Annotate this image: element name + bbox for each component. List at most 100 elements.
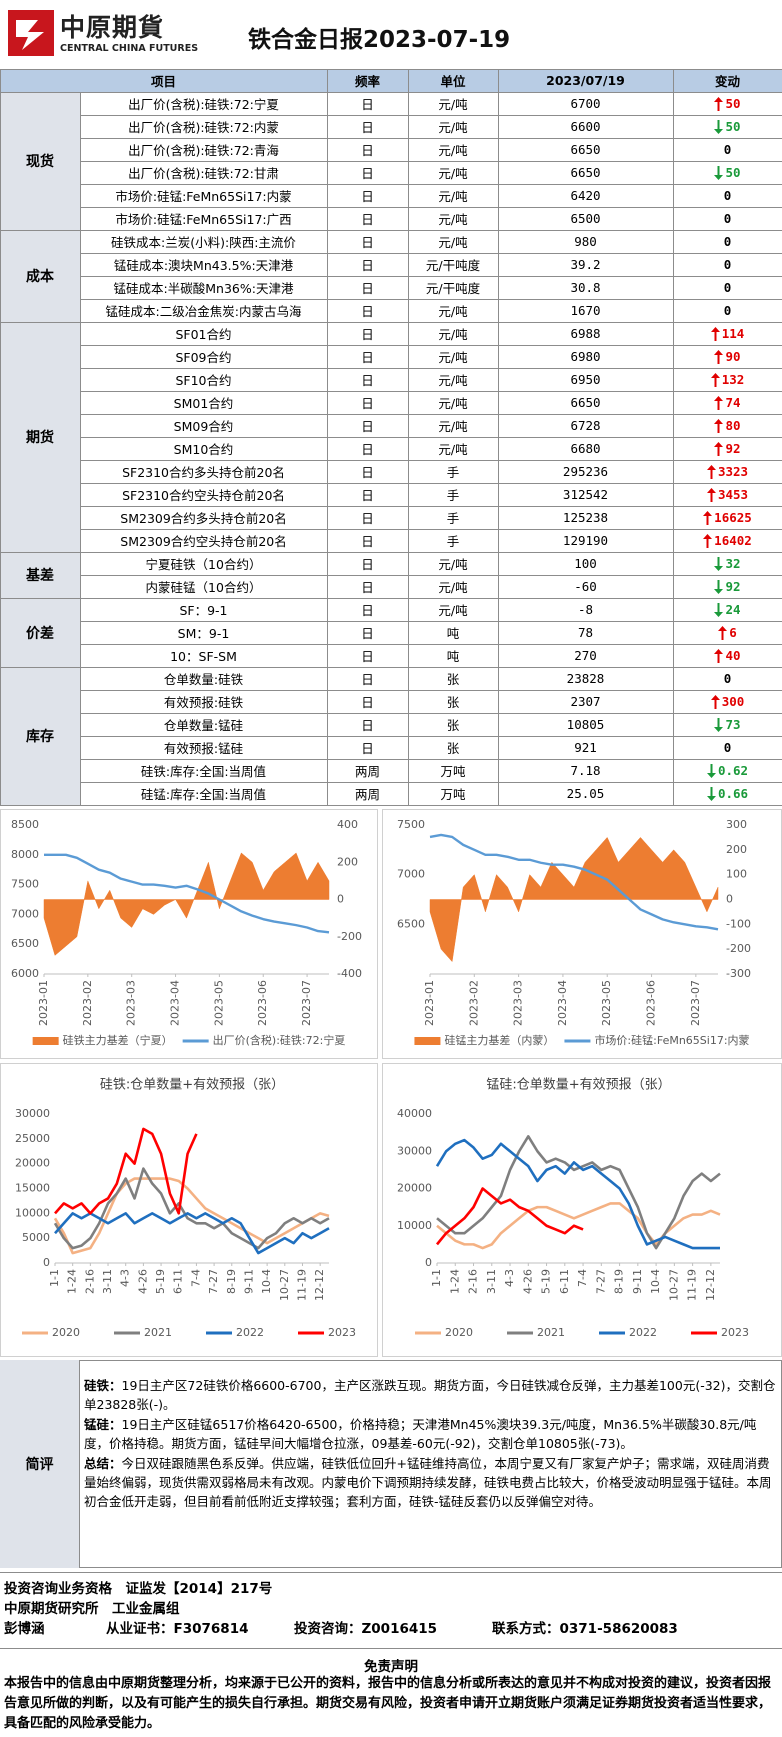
legend-swatch bbox=[32, 1037, 59, 1045]
y-tick-label: 7000 bbox=[397, 868, 425, 881]
freq-cell: 日 bbox=[326, 367, 409, 392]
disclaimer-title: 免责声明 bbox=[364, 1659, 418, 1675]
change-value: 0 bbox=[723, 303, 732, 318]
change-value: 3453 bbox=[717, 487, 749, 502]
y-tick-label: 6500 bbox=[397, 917, 425, 930]
change-arrow bbox=[714, 717, 724, 732]
change-arrow bbox=[714, 602, 724, 617]
change-cell: 0 bbox=[672, 252, 782, 277]
change-arrow bbox=[706, 464, 716, 479]
commentary-paragraph: 总结：今日双硅跟随黑色系反弹。供应端，硅铁低位回升+锰硅维持高位，本周宁夏又有厂… bbox=[84, 1454, 776, 1511]
x-tick-label: 8-19 bbox=[613, 1269, 626, 1294]
legend: 2020 2021 2022 2023 bbox=[415, 1326, 749, 1339]
value-cell: -8 bbox=[497, 597, 674, 622]
value-cell: 6680 bbox=[497, 436, 674, 461]
change-value: 0 bbox=[723, 188, 732, 203]
y2-tick-label: -300 bbox=[726, 967, 751, 980]
change-value: 0 bbox=[723, 740, 732, 755]
value-cell: 78 bbox=[497, 620, 674, 645]
change-cell: 0 bbox=[672, 206, 782, 231]
change-value: 92 bbox=[725, 579, 741, 594]
y-tick-label: 10000 bbox=[15, 1206, 50, 1219]
x-tick-label: 2023-04 bbox=[169, 980, 182, 1026]
rule bbox=[0, 1648, 782, 1649]
legend: 2020 2021 2022 2023 bbox=[22, 1326, 356, 1339]
freq-cell: 日 bbox=[326, 597, 409, 622]
freq-cell: 日 bbox=[326, 482, 409, 507]
change-cell: 80 bbox=[672, 413, 782, 438]
legend-label: 2021 bbox=[144, 1326, 172, 1339]
y2-tick-label: -200 bbox=[337, 930, 362, 943]
freq-cell: 日 bbox=[326, 459, 409, 484]
x-tick-label: 11-19 bbox=[295, 1269, 308, 1301]
paragraph-text: 19日主产区72硅铁价格6600-6700，主产区涨跌互现。期货方面，今日硅铁减… bbox=[84, 1378, 776, 1412]
freq-cell: 日 bbox=[326, 505, 409, 530]
change-arrow bbox=[714, 119, 724, 134]
change-arrow bbox=[714, 556, 724, 571]
legend-label: 市场价:硅锰:FeMn65Si17:内蒙 bbox=[594, 1033, 749, 1047]
change-cell: 24 bbox=[672, 597, 782, 622]
value-cell: 6650 bbox=[497, 160, 674, 185]
value-cell: 312542 bbox=[497, 482, 674, 507]
x-tick-label: 4-3 bbox=[119, 1269, 132, 1287]
legend: 硅锰主力基差（内蒙） 市场价:硅锰:FeMn65Si17:内蒙 bbox=[414, 1033, 750, 1047]
x-tick-label: 12-12 bbox=[704, 1269, 717, 1301]
change-value: 24 bbox=[725, 602, 741, 617]
value-cell: 100 bbox=[497, 551, 674, 576]
y2-tick-label: 100 bbox=[726, 868, 747, 881]
change-value: 16402 bbox=[714, 533, 752, 548]
legend-label: 硅锰主力基差（内蒙） bbox=[444, 1033, 554, 1047]
unit-cell: 元/吨 bbox=[407, 160, 499, 185]
x-tick-label: 7-4 bbox=[576, 1269, 589, 1287]
x-tick-label: 1-1 bbox=[48, 1269, 61, 1287]
paragraph-label: 硅铁： bbox=[84, 1378, 122, 1393]
x-tick-label: 2023-01 bbox=[423, 980, 436, 1026]
x-tick-label: 8-19 bbox=[225, 1269, 238, 1294]
legend-label: 2023 bbox=[328, 1326, 356, 1339]
legend-swatch bbox=[414, 1037, 441, 1045]
item-cell: SM09合约 bbox=[79, 413, 328, 438]
change-cell: 40 bbox=[672, 643, 782, 668]
line-series bbox=[436, 1202, 721, 1250]
item-cell: 硅锰:库存:全国:当周值 bbox=[79, 781, 328, 806]
freq-cell: 日 bbox=[326, 390, 409, 415]
item-cell: 仓单数量:锰硅 bbox=[79, 712, 328, 737]
x-tick-label: 3-11 bbox=[485, 1269, 498, 1294]
item-cell: 硅铁成本:兰炭(小料):陕西:主流价 bbox=[79, 229, 328, 254]
item-cell: SM2309合约多头持仓前20名 bbox=[79, 505, 328, 530]
freq-cell: 日 bbox=[326, 666, 409, 691]
unit-cell: 万吨 bbox=[407, 758, 499, 783]
change-arrow bbox=[714, 441, 724, 456]
item-cell: SF2310合约空头持仓前20名 bbox=[79, 482, 328, 507]
freq-cell: 日 bbox=[326, 551, 409, 576]
value-cell: 6988 bbox=[497, 321, 674, 346]
value-cell: 6650 bbox=[497, 137, 674, 162]
unit-cell: 元/干吨度 bbox=[407, 252, 499, 277]
change-cell: 6 bbox=[672, 620, 782, 645]
value-cell: 6980 bbox=[497, 344, 674, 369]
value-cell: 6950 bbox=[497, 367, 674, 392]
y2-tick-label: 300 bbox=[726, 818, 747, 831]
change-cell: 50 bbox=[672, 160, 782, 185]
change-cell: 32 bbox=[672, 551, 782, 576]
unit-cell: 元/吨 bbox=[407, 137, 499, 162]
paragraph-text: 今日双硅跟随黑色系反弹。供应端，硅铁低位回升+锰硅维持高位，本周宁夏又有厂家复产… bbox=[84, 1456, 772, 1509]
unit-cell: 元/吨 bbox=[407, 229, 499, 254]
y2-tick-label: 0 bbox=[726, 893, 733, 906]
change-value: 0 bbox=[723, 142, 732, 157]
item-cell: 有效预报:硅铁 bbox=[79, 689, 328, 714]
x-tick-label: 6-11 bbox=[558, 1269, 571, 1294]
change-value: 300 bbox=[721, 694, 745, 709]
line-series bbox=[429, 833, 719, 931]
unit-cell: 元/吨 bbox=[407, 390, 499, 415]
y-tick-label: 0 bbox=[425, 1256, 432, 1269]
item-cell: SM：9-1 bbox=[79, 620, 328, 645]
value-cell: 921 bbox=[497, 735, 674, 760]
y2-tick-label: -200 bbox=[726, 942, 751, 955]
header-cell: 项目 bbox=[0, 68, 328, 93]
commentary-paragraph: 锰硅：19日主产区硅锰6517价格6420-6500，价格持稳；天津港Mn45%… bbox=[84, 1415, 776, 1453]
freq-cell: 日 bbox=[326, 206, 409, 231]
change-arrow bbox=[714, 648, 724, 663]
x-tick-label: 2-16 bbox=[467, 1269, 480, 1294]
change-cell: 73 bbox=[672, 712, 782, 737]
